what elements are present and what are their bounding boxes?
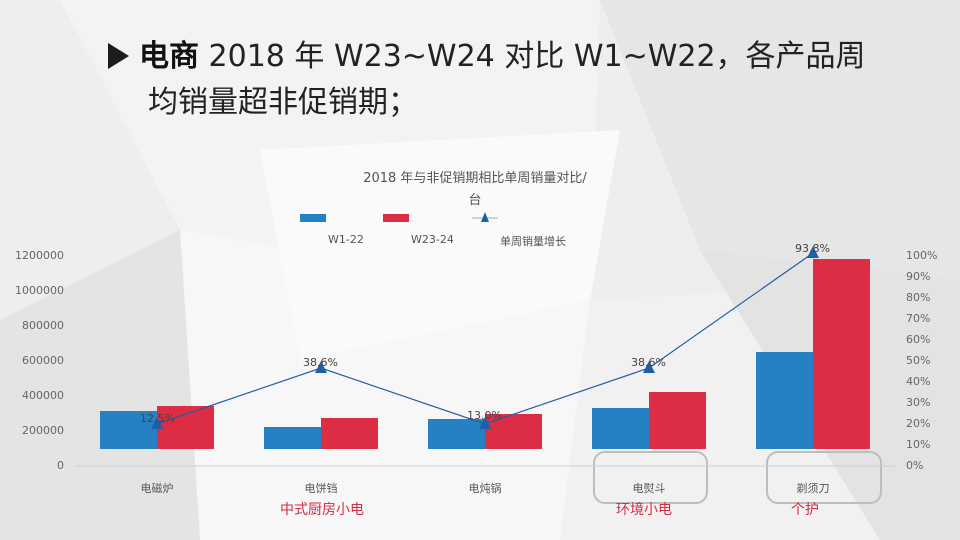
left-axis-tick: 400000 [22, 389, 64, 402]
bar-w23-24-iron [649, 392, 706, 449]
bar-w23-24-baking-pan [321, 418, 378, 449]
growth-label: 93.8% [795, 242, 830, 255]
triangle-marker-icon [151, 417, 163, 429]
bar-w1-22-shaver [756, 352, 813, 449]
legend-label-growth: 单周销量增长 [500, 235, 566, 248]
category-label: 电饼铛 [304, 482, 338, 495]
bar-w1-22-iron [592, 408, 649, 449]
chart-title-line2: 台 [468, 193, 482, 208]
right-axis-tick: 80% [906, 291, 931, 304]
growth-label: 38.6% [303, 356, 338, 369]
triangle-marker-icon [643, 361, 655, 373]
right-axis-tick: 50% [906, 354, 931, 367]
growth-label: 13.0% [467, 409, 502, 422]
bar-w1-22-stew-pot [428, 419, 485, 449]
growth-label: 12.5% [140, 412, 175, 425]
triangle-marker-icon [807, 246, 819, 258]
right-axis-tick: 70% [906, 312, 931, 325]
left-axis-tick: 200000 [22, 424, 64, 437]
right-axis-tick: 100% [906, 249, 938, 262]
growth-label: 38.6% [631, 356, 666, 369]
triangle-marker-icon [479, 417, 491, 429]
bar-w23-24-shaver [813, 259, 870, 449]
right-axis-tick: 30% [906, 396, 931, 409]
bar-w1-22-baking-pan [264, 427, 321, 449]
chart-title: 2018 年与非促销期相比单周销量对比/ 台 [340, 168, 610, 212]
right-axis-tick: 90% [906, 270, 931, 283]
category-label: 剃须刀 [796, 482, 830, 495]
bar-w23-24-induction-cooker [157, 406, 214, 449]
group-label-environment: 环境小电 [616, 502, 672, 518]
left-axis-tick: 800000 [22, 319, 64, 332]
bar-w1-22-induction-cooker [100, 411, 157, 449]
play-arrow-icon [108, 43, 129, 69]
right-axis-tick: 20% [906, 417, 931, 430]
left-axis-tick: 600000 [22, 354, 64, 367]
right-axis-tick: 10% [906, 438, 931, 451]
headline-text-line2: 均销量超非促销期； [148, 85, 418, 120]
highlight-box-iron [593, 451, 708, 504]
legend-label-w1-22: W1-22 [328, 233, 364, 246]
legend-swatch-w1-22 [300, 214, 326, 222]
chart-title-line1: 2018 年与非促销期相比单周销量对比/ [363, 171, 587, 186]
growth-line [156, 252, 814, 425]
category-label: 电炖锅 [468, 482, 502, 495]
right-axis-tick: 40% [906, 375, 931, 388]
highlight-box-shaver [766, 451, 882, 504]
left-axis-tick: 1200000 [15, 249, 64, 262]
bar-w23-24-stew-pot [485, 414, 542, 449]
growth-markers [151, 246, 819, 429]
left-axis-tick: 1000000 [15, 284, 64, 297]
triangle-marker-icon [315, 361, 327, 373]
headline: 电商 2018 年 W23~W24 对比 W1~W22，各产品周 均销量超非促销… [108, 34, 928, 126]
category-label: 电熨斗 [632, 482, 666, 495]
headline-text-line1: 2018 年 W23~W24 对比 W1~W22，各产品周 [199, 39, 866, 74]
right-axis-tick: 0% [906, 459, 924, 472]
left-axis-tick: 0 [57, 459, 64, 472]
right-axis-tick: 60% [906, 333, 931, 346]
category-label: 电磁炉 [140, 482, 174, 495]
headline-bold: 电商 [139, 39, 199, 74]
group-label-personal-care: 个护 [791, 502, 819, 518]
legend-swatch-w23-24 [383, 214, 409, 222]
legend-label-w23-24: W23-24 [411, 233, 454, 246]
group-label-chinese-kitchen: 中式厨房小电 [280, 502, 364, 518]
